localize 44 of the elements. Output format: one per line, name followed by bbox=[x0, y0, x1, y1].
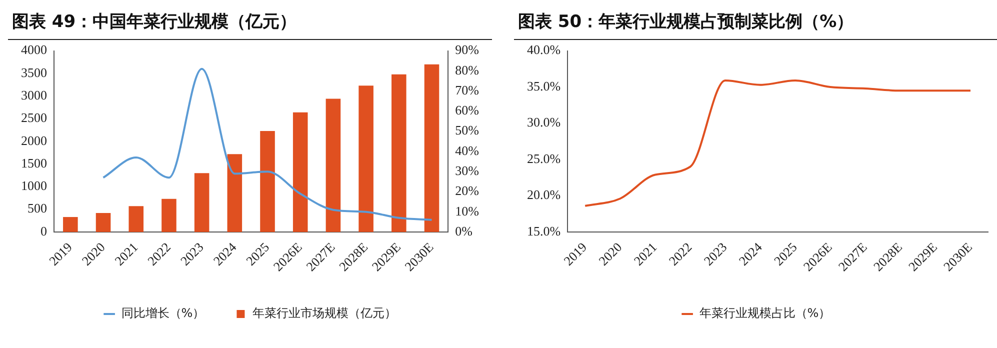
y-tick-label: 15.0% bbox=[526, 223, 561, 238]
y2-tick-label: 60% bbox=[455, 102, 480, 118]
bar bbox=[424, 64, 440, 232]
bar bbox=[128, 206, 144, 232]
y2-tick-label: 70% bbox=[455, 82, 480, 98]
y-tick-label: 20.0% bbox=[526, 187, 561, 202]
y2-tick-label: 90% bbox=[455, 42, 480, 58]
chart-title: 图表 50：年菜行业规模占预制菜比例（%） bbox=[514, 6, 997, 40]
line-series bbox=[584, 80, 972, 207]
bar bbox=[96, 212, 111, 232]
y-tick-label: 1000 bbox=[21, 178, 47, 194]
y-tick-label: 3000 bbox=[21, 88, 47, 103]
chart-title: 图表 49：中国年菜行业规模（亿元） bbox=[8, 6, 492, 40]
y-tick-label: 4000 bbox=[21, 42, 47, 58]
y-tick-label: 40.0% bbox=[526, 42, 561, 58]
bar bbox=[194, 173, 210, 232]
y-tick-label: 3500 bbox=[21, 64, 47, 80]
legend-label: 年菜行业规模占比（%） bbox=[699, 306, 831, 320]
bar bbox=[63, 217, 78, 232]
legend-label: 年菜行业市场规模（亿元） bbox=[252, 306, 397, 320]
bar bbox=[292, 112, 308, 232]
y2-tick-label: 40% bbox=[455, 142, 480, 158]
legend-label: 同比增长（%） bbox=[121, 306, 205, 320]
y2-tick-label: 80% bbox=[455, 62, 480, 78]
y2-tick-label: 10% bbox=[455, 203, 480, 218]
bar bbox=[162, 198, 176, 232]
y-tick-label: 0 bbox=[40, 223, 47, 238]
bar bbox=[260, 130, 275, 232]
y2-tick-label: 20% bbox=[455, 183, 480, 198]
y-tick-label: 2500 bbox=[21, 110, 47, 126]
y2-tick-label: 50% bbox=[455, 122, 480, 138]
y2-tick-label: 30% bbox=[455, 163, 480, 178]
y2-tick-label: 0% bbox=[455, 223, 473, 238]
bar bbox=[358, 86, 374, 232]
bar bbox=[326, 98, 341, 232]
y-tick-label: 30.0% bbox=[526, 114, 561, 130]
y-tick-label: 35.0% bbox=[526, 78, 561, 94]
bar bbox=[227, 154, 242, 232]
y-tick-label: 25.0% bbox=[526, 150, 561, 166]
y-tick-label: 2000 bbox=[21, 132, 47, 148]
bar bbox=[392, 74, 406, 232]
y-tick-label: 1500 bbox=[21, 155, 47, 170]
y-tick-label: 500 bbox=[28, 200, 47, 216]
line-series bbox=[102, 68, 433, 221]
